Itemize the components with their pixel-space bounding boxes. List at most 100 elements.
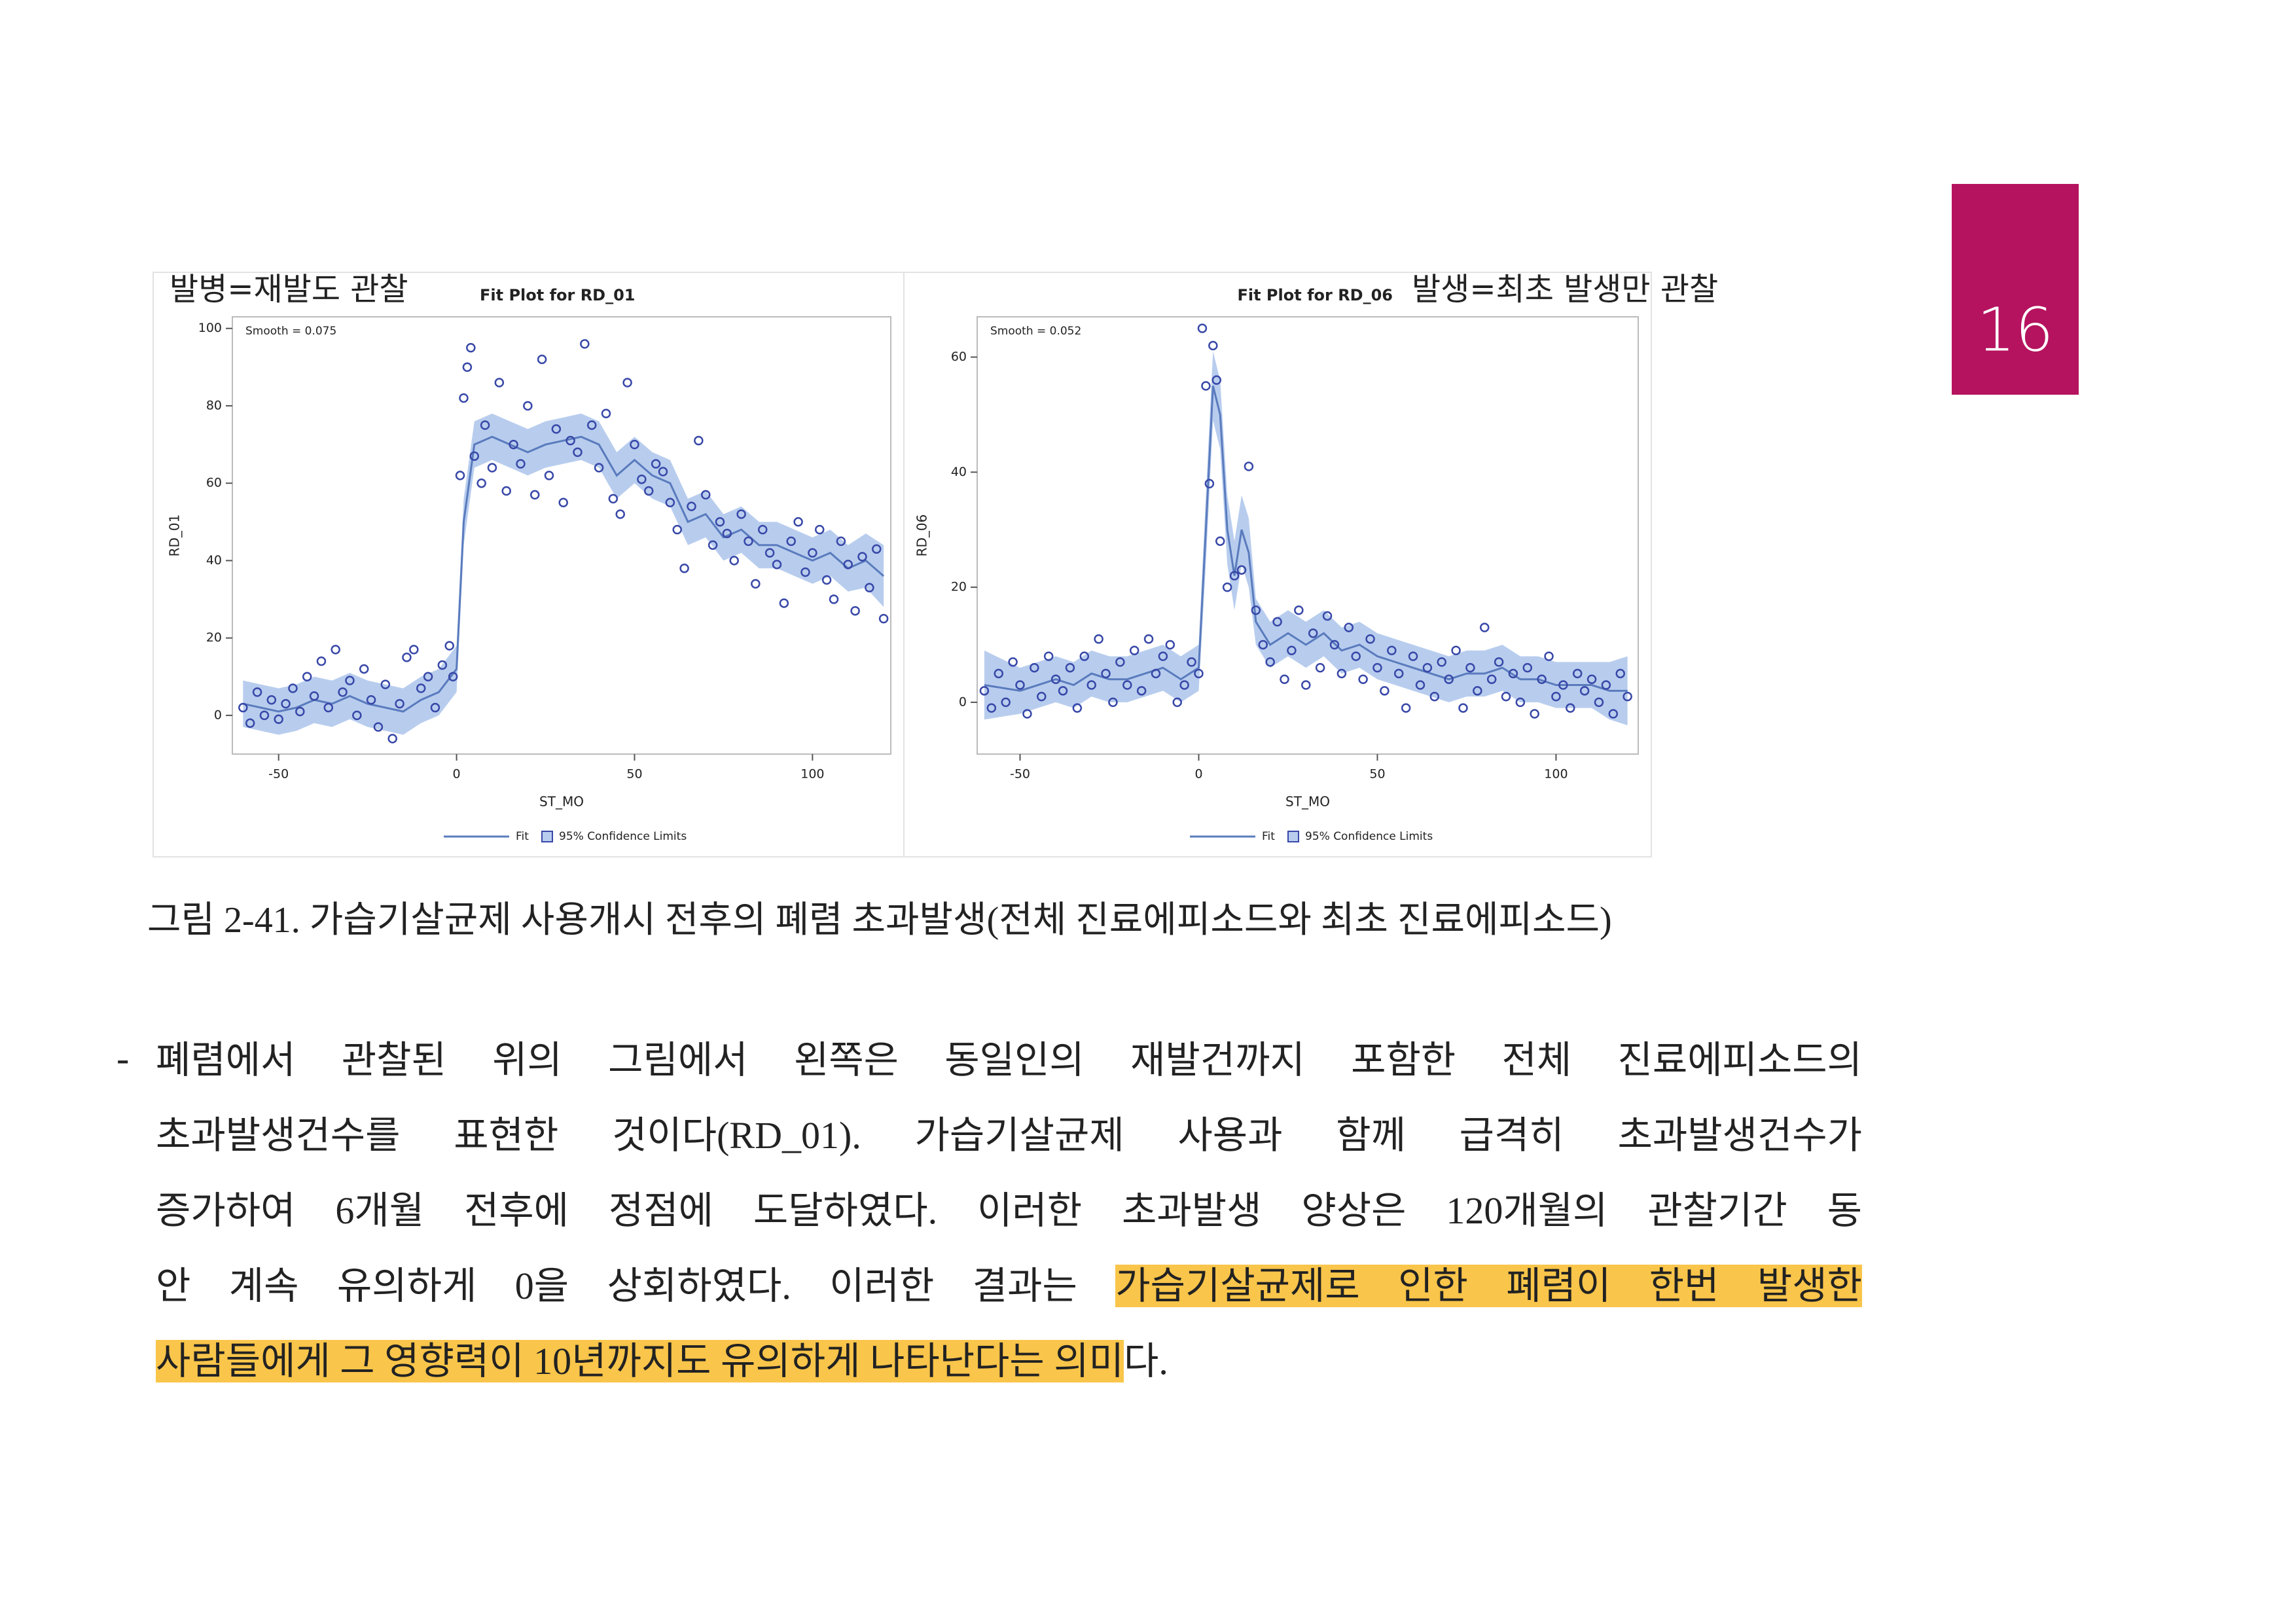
data-point xyxy=(1008,657,1018,667)
data-point xyxy=(1265,657,1275,667)
data-point xyxy=(1172,697,1182,708)
data-point xyxy=(1197,323,1208,333)
figure-caption: 그림 2-41. 가습기살균제 사용개시 전후의 폐렴 초과발생(전체 진료에피… xyxy=(147,900,1612,941)
data-point xyxy=(1222,582,1232,592)
data-point xyxy=(501,486,511,496)
data-point xyxy=(744,536,753,547)
body-line: 사람들에게 그 영향력이 10년까지도 유의하게 나타난다는 의미다. xyxy=(156,1337,1862,1413)
data-point xyxy=(637,475,647,484)
data-point xyxy=(1558,680,1568,690)
data-point xyxy=(580,339,590,349)
data-point xyxy=(979,686,990,696)
confidence-band xyxy=(984,351,1628,726)
y-tick-label: 100 xyxy=(198,321,222,335)
data-point xyxy=(1522,662,1533,673)
data-point xyxy=(416,683,426,693)
data-point xyxy=(1287,645,1297,656)
data-point xyxy=(836,536,846,547)
data-point xyxy=(537,354,547,365)
data-point xyxy=(1451,645,1461,656)
body-line: 안 계속 유의하게 0을 상회하였다. 이러한 결과는 가습기살균제로 인한 폐… xyxy=(156,1262,1863,1337)
data-point xyxy=(288,683,298,693)
highlighted-text: 사람들에게 그 영향력이 10년까지도 유의하게 나타난다는 의미 xyxy=(156,1340,1124,1382)
data-point xyxy=(1204,478,1215,489)
data-point xyxy=(1001,697,1011,708)
data-point xyxy=(1208,340,1218,351)
data-point xyxy=(1623,691,1632,702)
data-point xyxy=(1508,668,1518,679)
text: 폐렴에서 관찰된 위의 그림에서 왼쪽은 동일인의 재발건까지 포함한 전체 진… xyxy=(156,1039,1862,1081)
data-point xyxy=(409,645,419,655)
data-point xyxy=(757,524,768,535)
text: 증가하여 6개월 전후에 정점에 도달하였다. 이러한 초과발생 양상은 120… xyxy=(156,1189,1862,1232)
data-point xyxy=(1465,662,1475,673)
data-point xyxy=(843,560,853,569)
data-point xyxy=(1236,565,1247,575)
data-point xyxy=(722,528,732,539)
legend-label: 95% Confidence Limits xyxy=(559,830,687,843)
data-point xyxy=(586,420,597,430)
data-point xyxy=(1301,680,1311,690)
data-point xyxy=(309,691,319,701)
data-point xyxy=(608,494,619,504)
data-point xyxy=(469,451,480,461)
data-point xyxy=(1244,461,1254,471)
x-tick-label: 100 xyxy=(1544,767,1568,782)
text: 안 계속 유의하게 0을 상회하였다. 이러한 결과는 xyxy=(156,1265,1116,1307)
data-point xyxy=(1022,709,1032,719)
data-point xyxy=(487,463,497,473)
data-point xyxy=(1143,634,1154,644)
annotation: 발병=재발도 관찰 xyxy=(170,271,408,308)
data-point xyxy=(1308,628,1318,638)
data-point xyxy=(523,401,533,411)
data-point xyxy=(694,435,704,446)
data-point xyxy=(345,676,355,685)
data-point xyxy=(437,660,448,670)
data-point xyxy=(448,672,458,682)
data-point xyxy=(462,362,473,372)
data-point xyxy=(1530,709,1539,719)
highlighted-text: 가습기살균제로 인한 폐렴이 한번 발생한 xyxy=(1115,1265,1863,1307)
data-point xyxy=(1094,634,1103,644)
data-point xyxy=(1515,697,1526,708)
data-point xyxy=(729,556,739,566)
data-point xyxy=(594,463,604,473)
data-point xyxy=(814,524,825,535)
data-point xyxy=(1486,674,1497,684)
data-point xyxy=(808,548,817,558)
bullet: - xyxy=(117,1037,130,1079)
data-point xyxy=(558,497,568,508)
x-tick-label: 50 xyxy=(626,767,642,782)
data-point xyxy=(1165,640,1175,650)
smooth-label: Smooth = 0.052 xyxy=(990,325,1081,338)
data-point xyxy=(1479,623,1490,632)
x-tick-label: -50 xyxy=(1010,767,1030,782)
data-point xyxy=(630,439,639,450)
data-point xyxy=(1101,668,1111,679)
data-point xyxy=(323,702,334,713)
data-point xyxy=(430,702,440,713)
data-point xyxy=(266,695,277,705)
data-point xyxy=(1501,691,1511,702)
data-point xyxy=(1393,668,1404,679)
body-line: 증가하여 6개월 전후에 정점에 도달하였다. 이러한 초과발생 양상은 120… xyxy=(156,1187,1862,1262)
data-point xyxy=(1037,691,1047,702)
data-point xyxy=(1158,651,1168,661)
data-point xyxy=(509,439,518,450)
data-point xyxy=(1151,668,1161,679)
data-point xyxy=(252,687,262,697)
data-point xyxy=(764,548,775,558)
data-point xyxy=(338,687,348,697)
data-point xyxy=(551,424,562,434)
data-point xyxy=(1437,657,1446,667)
data-point xyxy=(1422,662,1433,673)
data-point xyxy=(366,695,376,705)
data-point xyxy=(444,641,454,651)
data-point xyxy=(687,501,696,511)
x-axis-label: ST_MO xyxy=(539,794,584,810)
data-point xyxy=(1201,381,1211,391)
body-line: 폐렴에서 관찰된 위의 그림에서 왼쪽은 동일인의 재발건까지 포함한 전체 진… xyxy=(156,1036,1862,1111)
y-tick-label: 20 xyxy=(206,630,222,645)
page-number-box xyxy=(1952,184,2079,395)
